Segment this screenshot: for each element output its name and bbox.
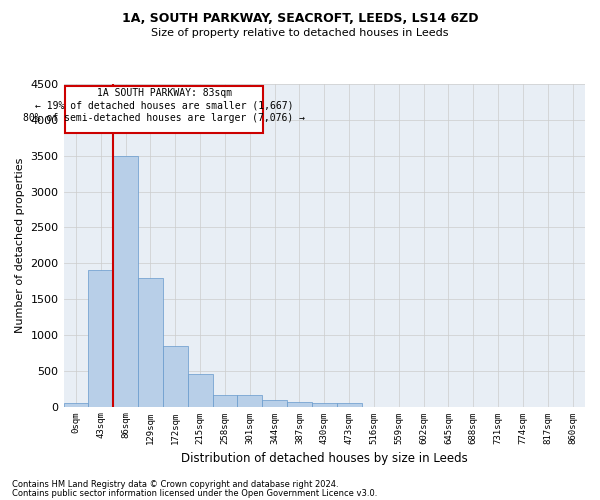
- FancyBboxPatch shape: [65, 86, 263, 132]
- Bar: [337, 404, 362, 406]
- Bar: [262, 400, 287, 406]
- Text: Contains HM Land Registry data © Crown copyright and database right 2024.: Contains HM Land Registry data © Crown c…: [12, 480, 338, 489]
- Bar: [312, 402, 337, 406]
- Bar: [113, 156, 138, 406]
- Bar: [138, 278, 163, 406]
- Text: 1A SOUTH PARKWAY: 83sqm: 1A SOUTH PARKWAY: 83sqm: [97, 88, 232, 99]
- Bar: [163, 346, 188, 406]
- Text: 80% of semi-detached houses are larger (7,076) →: 80% of semi-detached houses are larger (…: [23, 114, 305, 124]
- Bar: [212, 394, 238, 406]
- Y-axis label: Number of detached properties: Number of detached properties: [15, 158, 25, 333]
- Text: ← 19% of detached houses are smaller (1,667): ← 19% of detached houses are smaller (1,…: [35, 100, 293, 110]
- Text: Size of property relative to detached houses in Leeds: Size of property relative to detached ho…: [151, 28, 449, 38]
- Bar: [287, 402, 312, 406]
- Text: Contains public sector information licensed under the Open Government Licence v3: Contains public sector information licen…: [12, 488, 377, 498]
- Bar: [238, 396, 262, 406]
- Bar: [188, 374, 212, 406]
- Bar: [64, 403, 88, 406]
- X-axis label: Distribution of detached houses by size in Leeds: Distribution of detached houses by size …: [181, 452, 467, 465]
- Text: 1A, SOUTH PARKWAY, SEACROFT, LEEDS, LS14 6ZD: 1A, SOUTH PARKWAY, SEACROFT, LEEDS, LS14…: [122, 12, 478, 26]
- Bar: [88, 270, 113, 406]
